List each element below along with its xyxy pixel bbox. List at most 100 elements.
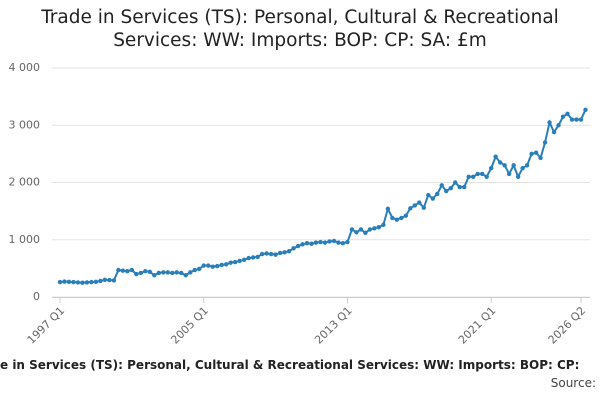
- data-point: [497, 160, 503, 165]
- data-point: [129, 267, 135, 273]
- data-point: [89, 279, 94, 285]
- y-tick-label: 3 000: [9, 118, 41, 131]
- data-point: [300, 242, 305, 247]
- data-point: [309, 241, 314, 246]
- data-point: [358, 227, 364, 232]
- data-point: [223, 262, 229, 267]
- data-point: [291, 246, 296, 251]
- data-point: [435, 191, 440, 197]
- data-point: [75, 280, 81, 285]
- data-point: [331, 238, 337, 244]
- data-point: [453, 180, 458, 185]
- data-point: [471, 174, 476, 179]
- data-point: [80, 280, 85, 285]
- data-point: [57, 279, 63, 285]
- data-point: [156, 270, 162, 276]
- data-point: [143, 269, 148, 274]
- data-point: [277, 250, 283, 256]
- data-point: [268, 251, 274, 257]
- data-point: [538, 155, 543, 161]
- data-point: [466, 174, 471, 179]
- series-line: [59, 109, 587, 284]
- data-point: [426, 192, 431, 198]
- data-point: [412, 203, 418, 208]
- x-tick-label: 2013 Q1: [312, 304, 355, 347]
- data-point: [232, 259, 238, 265]
- data-point: [134, 271, 139, 277]
- data-point: [197, 266, 202, 272]
- data-point: [66, 279, 72, 285]
- data-point: [241, 257, 247, 262]
- data-point: [304, 240, 310, 246]
- data-point: [210, 264, 215, 269]
- data-point: [417, 200, 422, 205]
- data-point: [542, 140, 548, 145]
- data-point: [264, 251, 269, 256]
- data-point: [313, 240, 319, 245]
- data-point: [488, 165, 494, 171]
- data-point: [192, 267, 197, 273]
- y-tick-label: 0: [33, 290, 40, 303]
- data-point: [394, 217, 400, 222]
- data-point: [457, 184, 462, 190]
- data-point: [448, 186, 453, 191]
- data-point: [174, 270, 179, 275]
- y-tick-label: 1 000: [9, 233, 41, 246]
- data-point: [165, 270, 170, 275]
- data-point: [250, 255, 256, 260]
- x-tick-label: 2021 Q1: [456, 304, 499, 347]
- data-point: [286, 249, 292, 254]
- x-tick-label: 1997 Q1: [25, 304, 68, 347]
- data-point: [161, 270, 166, 275]
- data-point: [569, 117, 575, 122]
- data-point: [71, 279, 76, 285]
- data-point: [116, 267, 121, 273]
- data-point: [93, 279, 99, 285]
- x-tick-label: 2005 Q1: [168, 304, 211, 347]
- data-point: [237, 258, 242, 264]
- data-point: [62, 279, 67, 284]
- data-point: [372, 226, 377, 231]
- data-point: [444, 188, 449, 194]
- data-point: [385, 206, 391, 212]
- data-point: [421, 205, 427, 210]
- data-point: [511, 163, 516, 168]
- data-point: [533, 150, 539, 155]
- data-point: [565, 111, 570, 117]
- data-point: [228, 260, 233, 265]
- data-point: [560, 114, 566, 119]
- data-point: [188, 270, 193, 275]
- data-point: [282, 250, 287, 255]
- data-point: [363, 230, 368, 236]
- data-point: [354, 230, 359, 235]
- data-point: [349, 227, 355, 232]
- data-point: [484, 174, 489, 179]
- data-point: [246, 255, 251, 261]
- data-point: [214, 263, 220, 269]
- data-point: [583, 107, 588, 112]
- data-point: [367, 227, 373, 232]
- data-point: [98, 278, 103, 284]
- data-point: [529, 151, 534, 157]
- data-point: [524, 163, 530, 168]
- data-point: [520, 165, 525, 171]
- data-point: [318, 239, 323, 245]
- data-point: [125, 269, 130, 274]
- data-point: [255, 254, 260, 260]
- data-point: [479, 171, 485, 177]
- source: Source:: [550, 376, 596, 390]
- data-point: [152, 273, 157, 278]
- data-point: [381, 222, 386, 228]
- y-tick-label: 4 000: [9, 61, 41, 74]
- data-point: [515, 174, 521, 179]
- data-point: [345, 239, 350, 245]
- data-point: [403, 213, 409, 218]
- data-point: [340, 240, 346, 246]
- data-point: [206, 263, 211, 268]
- data-point: [179, 270, 184, 276]
- data-point: [273, 252, 278, 257]
- data-point: [295, 243, 301, 249]
- data-point: [574, 117, 579, 122]
